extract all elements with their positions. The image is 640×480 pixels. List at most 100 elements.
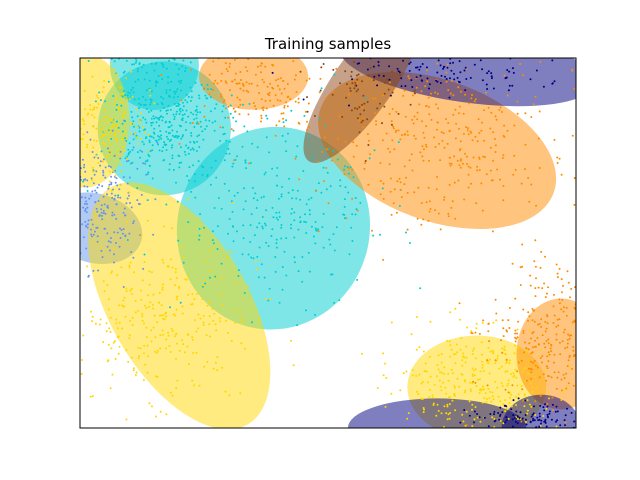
sample-point xyxy=(504,410,507,413)
sample-point xyxy=(138,122,141,125)
sample-point xyxy=(130,132,133,135)
sample-point xyxy=(219,320,222,323)
sample-point xyxy=(153,117,156,120)
sample-point xyxy=(129,162,132,165)
sample-point xyxy=(472,380,475,383)
sample-point xyxy=(169,258,172,261)
sample-point xyxy=(348,253,351,256)
sample-point xyxy=(239,392,242,395)
sample-point xyxy=(187,147,190,150)
sample-point xyxy=(492,159,495,162)
sample-point xyxy=(318,91,321,94)
sample-point xyxy=(383,105,386,108)
sample-point xyxy=(82,334,85,337)
sample-point xyxy=(406,130,409,133)
sample-point xyxy=(510,373,512,376)
sample-point xyxy=(531,346,534,349)
sample-point xyxy=(113,213,116,216)
sample-point xyxy=(478,169,481,172)
sample-point xyxy=(116,149,119,152)
sample-point xyxy=(564,414,567,417)
sample-point xyxy=(136,126,139,129)
sample-point xyxy=(356,278,359,281)
sample-point xyxy=(134,132,137,135)
sample-point xyxy=(198,234,201,237)
sample-point xyxy=(345,217,348,220)
sample-point xyxy=(570,411,573,414)
sample-point xyxy=(178,113,181,115)
sample-point xyxy=(504,399,507,402)
sample-point xyxy=(567,382,570,385)
sample-point xyxy=(125,290,128,293)
sample-point xyxy=(441,139,444,142)
sample-point xyxy=(454,395,457,397)
sample-point xyxy=(103,80,106,82)
sample-point xyxy=(231,225,234,228)
sample-point xyxy=(478,392,481,395)
sample-point xyxy=(193,384,196,387)
sample-point xyxy=(382,182,385,185)
sample-point xyxy=(123,214,126,217)
sample-point xyxy=(239,103,242,106)
sample-point xyxy=(191,147,194,150)
sample-point xyxy=(397,112,400,115)
sample-point xyxy=(173,58,176,61)
sample-point xyxy=(494,298,497,301)
sample-point xyxy=(126,197,129,200)
sample-point xyxy=(543,342,546,345)
sample-point xyxy=(138,107,140,110)
sample-point xyxy=(528,329,531,331)
sample-point xyxy=(358,118,361,121)
sample-point xyxy=(86,185,89,188)
sample-point xyxy=(147,133,150,136)
sample-point xyxy=(555,338,558,341)
sample-point xyxy=(500,382,503,384)
sample-point xyxy=(425,143,427,146)
sample-point xyxy=(162,261,165,264)
sample-point xyxy=(372,97,374,100)
sample-point xyxy=(193,126,196,128)
sample-point xyxy=(507,89,510,92)
sample-point xyxy=(109,118,112,121)
sample-point xyxy=(89,104,92,107)
sample-point xyxy=(412,122,415,125)
sample-point xyxy=(464,361,467,364)
sample-point xyxy=(107,133,110,136)
sample-point xyxy=(89,108,92,111)
sample-point xyxy=(90,194,92,197)
sample-point xyxy=(115,322,118,325)
sample-point xyxy=(437,59,440,62)
sample-point xyxy=(99,132,101,135)
sample-point xyxy=(322,212,325,215)
sample-point xyxy=(290,223,292,226)
sample-point xyxy=(448,156,451,159)
sample-point xyxy=(147,111,150,113)
sample-point xyxy=(350,109,353,112)
sample-point xyxy=(566,407,568,410)
sample-point xyxy=(190,134,193,137)
sample-point xyxy=(143,104,146,106)
sample-point xyxy=(327,202,330,205)
sample-point xyxy=(234,282,237,285)
sample-point xyxy=(454,108,457,111)
sample-point xyxy=(190,96,193,99)
sample-point xyxy=(95,170,98,173)
sample-point xyxy=(107,240,110,243)
sample-point xyxy=(522,367,525,370)
sample-point xyxy=(419,287,422,290)
sample-point xyxy=(100,247,103,250)
sample-point xyxy=(425,125,428,128)
sample-point xyxy=(565,306,568,309)
sample-point xyxy=(481,322,484,324)
sample-point xyxy=(82,120,85,122)
sample-point xyxy=(284,140,287,143)
sample-point xyxy=(474,381,477,384)
sample-point xyxy=(374,97,377,100)
sample-point xyxy=(540,361,543,364)
sample-point xyxy=(261,216,264,218)
sample-point xyxy=(391,139,394,142)
sample-point xyxy=(421,63,424,65)
sample-point xyxy=(90,177,93,180)
sample-point xyxy=(561,291,563,294)
sample-point xyxy=(170,146,173,149)
